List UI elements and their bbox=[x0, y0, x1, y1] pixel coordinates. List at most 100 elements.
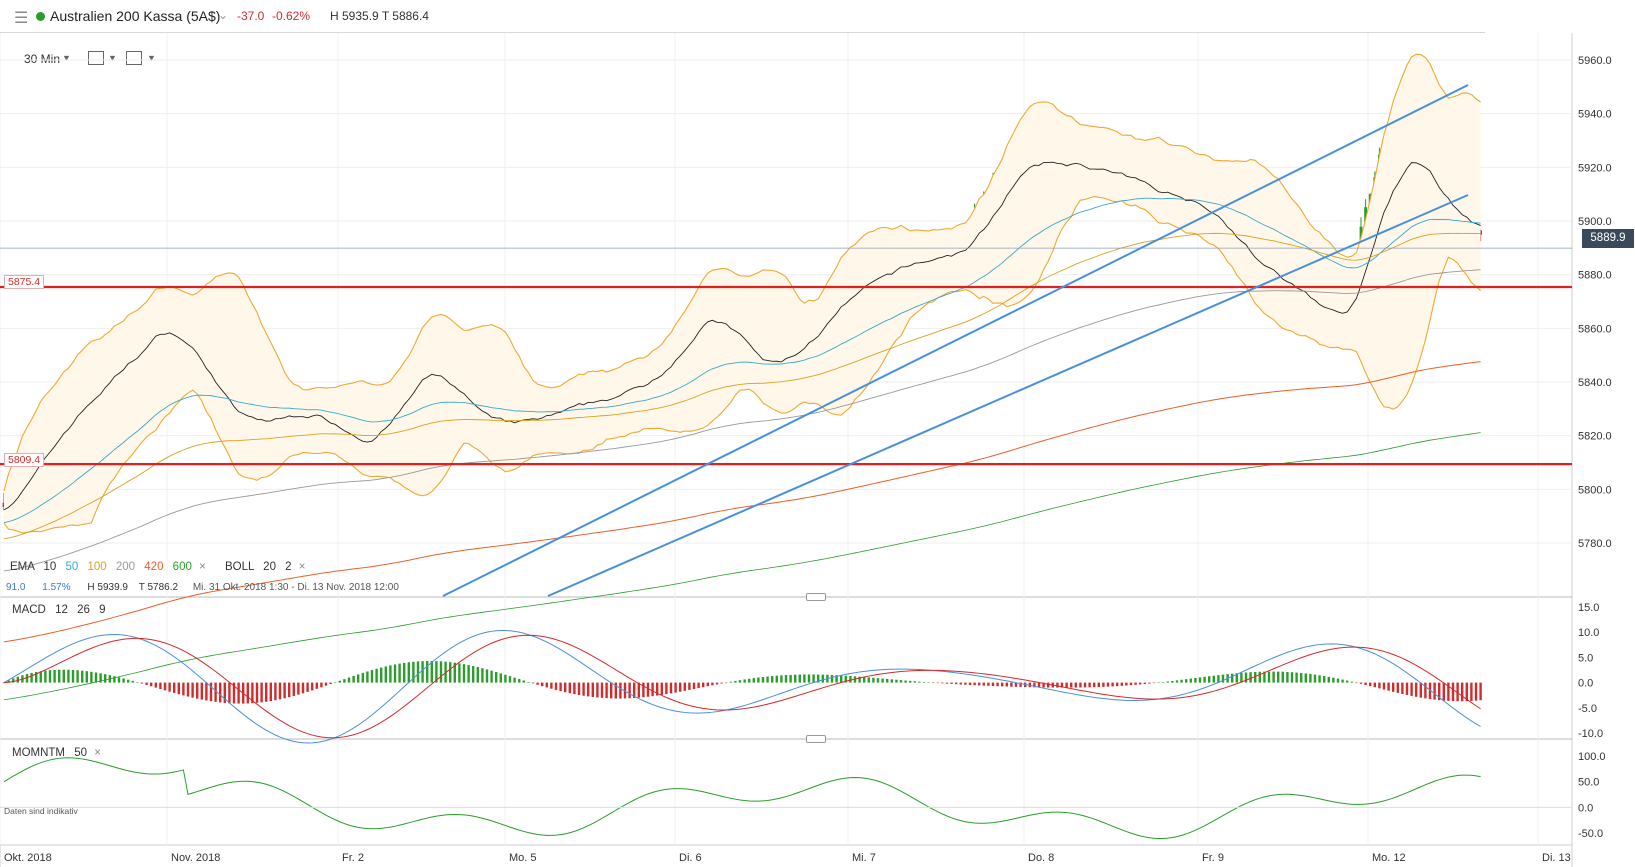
trend-line bbox=[547, 194, 1469, 597]
macd-histogram-bar bbox=[1447, 682, 1450, 701]
macd-histogram-bar bbox=[1433, 682, 1436, 700]
macd-histogram-bar bbox=[154, 682, 157, 688]
macd-histogram-bar bbox=[1438, 682, 1441, 701]
macd-histogram-bar bbox=[1093, 682, 1096, 688]
macd-histogram-bar bbox=[513, 677, 516, 683]
macd-histogram-bar bbox=[656, 682, 659, 696]
hamburger-icon[interactable]: ☰ bbox=[14, 10, 29, 27]
macd-histogram-bar bbox=[1336, 678, 1340, 683]
macd-histogram-bar bbox=[1424, 682, 1427, 699]
price-tick-label: 5960.0 bbox=[1578, 55, 1612, 67]
candlestick-icon[interactable] bbox=[88, 51, 104, 65]
macd-histogram-bar bbox=[30, 672, 33, 683]
macd-histogram-bar bbox=[858, 676, 861, 683]
macd-histogram-bar bbox=[821, 674, 824, 683]
stat-low: T 5786.2 bbox=[138, 582, 179, 593]
macd-histogram-bar bbox=[1470, 682, 1473, 701]
market-open-indicator bbox=[36, 12, 45, 21]
window-icon[interactable] bbox=[126, 51, 142, 65]
macd-histogram-bar bbox=[499, 673, 502, 683]
lower-line-label[interactable]: 5809.4 bbox=[4, 453, 45, 467]
macd-histogram-bar bbox=[909, 680, 912, 683]
macd-histogram-bar bbox=[1171, 680, 1174, 683]
macd-histogram-bar bbox=[403, 662, 406, 683]
macd-histogram-bar bbox=[1083, 682, 1087, 688]
macd-histogram-bar bbox=[255, 682, 259, 703]
close-icon[interactable]: × bbox=[298, 561, 306, 573]
close-icon[interactable]: × bbox=[94, 747, 101, 759]
chevron-down-icon[interactable]: ▼ bbox=[62, 53, 71, 63]
ema-420: 420 bbox=[144, 561, 164, 573]
date-label: Mi. 7 bbox=[852, 852, 876, 864]
macd-histogram-bar bbox=[398, 663, 401, 683]
macd-histogram-bar bbox=[812, 674, 815, 683]
macd-histogram-bar bbox=[817, 674, 820, 683]
macd-histogram-bar bbox=[1281, 671, 1284, 683]
macd-histogram-bar bbox=[393, 664, 397, 683]
macd-histogram-bar bbox=[738, 680, 742, 683]
macd-histogram-bar bbox=[803, 674, 806, 683]
macd-legend[interactable]: MACD 12 26 9 bbox=[12, 604, 105, 616]
macd-histogram-bar bbox=[1221, 674, 1225, 683]
macd-histogram-bar bbox=[1175, 680, 1179, 683]
pane-resize-handle[interactable] bbox=[806, 735, 826, 743]
macd-histogram-bar bbox=[76, 670, 79, 683]
macd-histogram-bar bbox=[610, 682, 613, 699]
macd-histogram-bar bbox=[945, 682, 949, 684]
macd-histogram-bar bbox=[315, 682, 318, 689]
high-low: H 5935.9 T 5886.4 bbox=[330, 9, 429, 23]
macd-histogram-bar bbox=[1097, 682, 1100, 688]
pane-resize-handle[interactable] bbox=[806, 593, 826, 601]
close-icon[interactable]: × bbox=[199, 561, 206, 573]
macd-histogram-bar bbox=[476, 667, 479, 683]
macd-histogram-bar bbox=[771, 676, 774, 683]
date-label: Fr. 9 bbox=[1202, 852, 1224, 864]
macd-histogram-bar bbox=[1405, 682, 1409, 695]
momentum-legend[interactable]: MOMNTM 50 × bbox=[12, 747, 101, 759]
macd-histogram-bar bbox=[219, 682, 222, 703]
date-label: Mo. 5 bbox=[509, 852, 537, 864]
macd-histogram-bar bbox=[122, 678, 125, 683]
macd-tick-label: 0.0 bbox=[1578, 678, 1593, 690]
timeframe-select[interactable]: 30 Min bbox=[24, 52, 61, 66]
macd-histogram-bar bbox=[564, 682, 567, 693]
macd-histogram-bar bbox=[481, 668, 484, 683]
macd-histogram-bar bbox=[761, 676, 765, 683]
instrument-title[interactable]: Australien 200 Kassa (5A$) bbox=[50, 8, 221, 24]
macd-histogram-bar bbox=[1267, 671, 1271, 683]
instrument-header: ☰ Australien 200 Kassa (5A$) ⌄ -37.0 -0.… bbox=[0, 0, 1485, 33]
upper-line-label[interactable]: 5875.4 bbox=[4, 275, 45, 289]
macd-histogram-bar bbox=[1148, 682, 1151, 684]
macd-histogram-bar bbox=[600, 682, 604, 698]
chevron-down-icon[interactable]: ⌄ bbox=[218, 8, 229, 22]
macd-histogram-bar bbox=[1359, 682, 1363, 684]
macd-histogram-bar bbox=[421, 661, 424, 683]
macd-histogram-bar bbox=[1180, 679, 1183, 683]
macd-histogram-bar bbox=[306, 682, 309, 692]
macd-histogram-bar bbox=[674, 682, 677, 693]
macd-histogram-bar bbox=[426, 660, 429, 683]
chevron-down-icon[interactable]: ▼ bbox=[147, 53, 156, 63]
macd-histogram-bar bbox=[1189, 678, 1192, 683]
macd-histogram-bar bbox=[1208, 676, 1211, 683]
chevron-down-icon[interactable]: ▼ bbox=[108, 53, 117, 63]
macd-histogram-bar bbox=[140, 682, 144, 684]
macd-histogram-bar bbox=[633, 682, 636, 698]
macd-histogram-bar bbox=[596, 682, 599, 698]
macd-histogram-bar bbox=[734, 680, 737, 683]
macd-histogram-bar bbox=[191, 682, 194, 698]
price-tick-label: 5900.0 bbox=[1578, 216, 1612, 228]
macd-histogram-bar bbox=[1125, 682, 1128, 686]
macd-histogram-bar bbox=[559, 682, 562, 692]
macd-histogram-bar bbox=[237, 682, 240, 704]
macd-histogram-bar bbox=[683, 682, 686, 691]
macd-histogram-bar bbox=[200, 682, 203, 700]
macd-histogram-bar bbox=[485, 669, 489, 683]
ema-50-line bbox=[3, 197, 1481, 524]
ema-420-line bbox=[3, 361, 1481, 643]
macd-line bbox=[3, 629, 1481, 744]
macd-histogram-bar bbox=[223, 682, 226, 703]
macd-histogram-bar bbox=[1392, 682, 1395, 692]
ema-legend[interactable]: EMA 10 50 100 200 420 600 × BOLL 20 2 × bbox=[10, 561, 306, 573]
